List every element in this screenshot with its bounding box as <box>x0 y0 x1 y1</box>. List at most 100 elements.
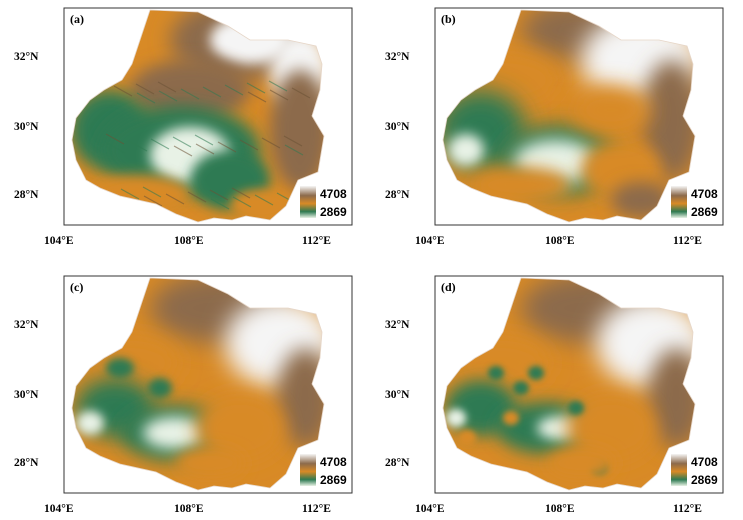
elevation-zone <box>106 358 134 378</box>
elevation-zone <box>143 417 207 449</box>
region-boundary <box>71 277 325 491</box>
terrain-ridge <box>269 89 289 101</box>
terrain-ridge <box>173 145 193 157</box>
legend-min: 2869 <box>691 473 718 487</box>
panel-label: (a) <box>70 12 84 26</box>
elevation-zone <box>230 189 290 221</box>
terrain-ridge <box>217 141 237 153</box>
terrain-ridge <box>105 133 125 145</box>
panel-c: (c) 32°N 30°N 28°N 104°E 108°E 112°E 470… <box>0 268 360 518</box>
elevation-zone <box>596 298 695 388</box>
y-tick-28N: 28°N <box>385 189 410 201</box>
terrain-ridge <box>150 138 170 150</box>
elevation-zone <box>488 366 504 380</box>
map-frame <box>63 275 353 494</box>
region-boundary <box>442 9 696 223</box>
terrain-ridge <box>283 135 303 147</box>
panel-label: (d) <box>441 280 456 294</box>
terrain-ridge <box>106 142 126 154</box>
terrain-ridge <box>120 188 140 200</box>
legend-colorbar <box>300 454 316 486</box>
terrain-ridge <box>247 91 267 103</box>
elevation-zone <box>641 60 695 180</box>
elevation-zone <box>503 411 519 425</box>
elevation-zone <box>471 167 571 203</box>
y-tick-30N: 30°N <box>14 389 39 401</box>
elevation-zone <box>277 348 324 448</box>
legend: 4708 2869 <box>300 186 347 219</box>
elevation-zone <box>571 85 651 135</box>
elevation-zone <box>528 366 544 380</box>
study-region <box>443 10 695 222</box>
elevation-zone <box>448 134 484 166</box>
region-boundary <box>71 9 325 223</box>
study-region <box>443 278 695 490</box>
y-tick-30N: 30°N <box>14 121 39 133</box>
y-tick-28N: 28°N <box>14 457 39 469</box>
legend: 4708 2869 <box>671 454 718 487</box>
elevation-zone <box>546 447 616 479</box>
terrain-ridge <box>284 144 304 156</box>
terrain-ridge <box>180 88 200 100</box>
terrain-ridge <box>113 85 133 97</box>
y-tick-30N: 30°N <box>385 389 410 401</box>
terrain-ridge <box>136 92 156 104</box>
terrain-ridge <box>195 143 215 155</box>
elevation-zone <box>566 393 656 463</box>
legend-max: 4708 <box>691 187 718 201</box>
terrain-ridge <box>187 191 207 203</box>
y-tick-28N: 28°N <box>385 457 410 469</box>
y-tick-32N: 32°N <box>14 51 39 63</box>
terrain-ridge <box>165 193 185 205</box>
legend-colorbar <box>671 454 687 486</box>
elevation-zone <box>90 175 190 215</box>
x-tick-108E: 108°E <box>174 503 204 515</box>
region-boundary <box>442 277 696 491</box>
study-region <box>72 10 324 222</box>
terrain-ridge <box>246 82 266 94</box>
elevation-zone <box>648 348 695 448</box>
panel-a-map: (a) 32°N 30°N 28°N 104°E 108°E 112°E 470… <box>14 7 353 247</box>
y-tick-30N: 30°N <box>385 121 410 133</box>
panel-c-map: (c) 32°N 30°N 28°N 104°E 108°E 112°E 470… <box>14 275 353 515</box>
panel-label: (b) <box>441 12 456 26</box>
elevation-zone <box>225 298 324 388</box>
legend-max: 4708 <box>691 455 718 469</box>
terrain-ridge <box>254 194 274 206</box>
terrain-ridge <box>128 140 148 152</box>
x-tick-112E: 112°E <box>302 235 331 247</box>
elevation-zone <box>611 182 671 218</box>
map-frame <box>434 275 724 494</box>
legend: 4708 2869 <box>671 186 718 219</box>
elevation-zone <box>458 430 476 446</box>
elevation-zone <box>446 409 466 427</box>
x-tick-112E: 112°E <box>302 503 331 515</box>
terrain-ridge <box>135 83 155 95</box>
elevation-zone <box>148 378 172 398</box>
panel-b-map: (b) 32°N 30°N 28°N 104°E 108°E 112°E 470… <box>385 7 724 247</box>
legend-min: 2869 <box>320 205 347 219</box>
terrain-ridge <box>157 81 177 93</box>
map-frame <box>63 7 353 226</box>
map-frame <box>434 7 724 226</box>
legend-max: 4708 <box>320 455 347 469</box>
y-tick-28N: 28°N <box>14 189 39 201</box>
elevation-zone <box>175 447 245 479</box>
x-tick-104E: 104°E <box>44 235 74 247</box>
terrain-ridge <box>209 189 229 201</box>
y-tick-32N: 32°N <box>385 319 410 331</box>
terrain-ridge <box>210 198 230 210</box>
terrain-ridge <box>194 134 214 146</box>
terrain-ridge <box>239 139 259 151</box>
y-tick-32N: 32°N <box>14 319 39 331</box>
panel-d-map: (d) 32°N 30°N 28°N 104°E 108°E 112°E 470… <box>385 275 724 515</box>
legend-min: 2869 <box>691 205 718 219</box>
x-tick-104E: 104°E <box>415 503 445 515</box>
terrain-ridge <box>268 80 288 92</box>
terrain-ridge <box>232 196 252 208</box>
elevation-zone <box>130 60 250 120</box>
legend-colorbar <box>671 186 687 218</box>
x-tick-108E: 108°E <box>545 235 575 247</box>
panel-a: (a) 32°N 30°N 28°N 104°E 108°E 112°E 470… <box>0 0 360 250</box>
